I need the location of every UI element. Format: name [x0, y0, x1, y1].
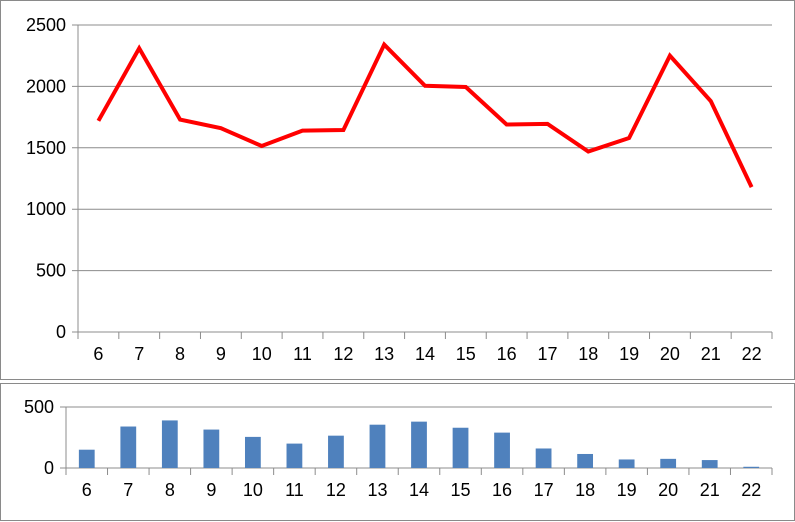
- x-tick-label: 15: [451, 480, 471, 500]
- x-tick-label: 12: [333, 344, 353, 364]
- x-tick-label: 6: [93, 344, 103, 364]
- line-chart-panel: 0 500 1000 1500 2000 2500 6 7 8 9 10 11 12 13 14 15 16 17…: [0, 0, 795, 380]
- x-tick-label: 13: [374, 344, 394, 364]
- bar-chart-panel: 0 500 6 7 8 9 10 11 12 13 14 15 16 17 18 19 20 21 22: [0, 383, 795, 521]
- bar: [162, 420, 178, 468]
- x-tick-label: 19: [617, 480, 637, 500]
- bar: [287, 444, 303, 468]
- bar: [660, 459, 676, 468]
- x-tick-label: 21: [701, 344, 721, 364]
- x-tick-label: 17: [537, 344, 557, 364]
- y-tick-label: 500: [24, 397, 54, 417]
- y-tick-label: 0: [44, 458, 54, 478]
- x-tick-label: 11: [293, 344, 312, 364]
- x-tick-label: 17: [534, 480, 554, 500]
- x-tick-label: 8: [165, 480, 175, 500]
- bar: [370, 425, 386, 468]
- x-tick-label: 18: [578, 344, 598, 364]
- x-tick-label: 8: [175, 344, 185, 364]
- x-tick-label: 11: [285, 480, 304, 500]
- bar: [577, 454, 593, 468]
- x-tick-label: 12: [326, 480, 346, 500]
- x-tick-label: 7: [134, 344, 144, 364]
- x-tick-label: 21: [700, 480, 720, 500]
- x-tick-label: 22: [741, 480, 761, 500]
- bar: [743, 467, 759, 468]
- x-tick-label: 16: [492, 480, 512, 500]
- x-tick-label: 14: [415, 344, 435, 364]
- bar: [453, 428, 469, 468]
- y-tick-label: 1000: [26, 199, 66, 219]
- y-tick-label: 2500: [26, 15, 66, 35]
- y-tick-label: 2000: [26, 76, 66, 96]
- bar: [328, 436, 344, 468]
- bar: [79, 450, 95, 468]
- x-tick-label: 18: [575, 480, 595, 500]
- x-tick-label: 20: [660, 344, 680, 364]
- bar: [494, 433, 510, 468]
- x-tick-label: 10: [252, 344, 272, 364]
- bar: [702, 460, 718, 468]
- x-tick-label: 13: [367, 480, 387, 500]
- x-tick-label: 6: [82, 480, 92, 500]
- line-chart: 0 500 1000 1500 2000 2500 6 7 8 9 10 11 12 13 14 15 16 17…: [1, 1, 795, 381]
- x-tick-label: 9: [206, 480, 216, 500]
- x-tick-label: 19: [619, 344, 639, 364]
- x-tick-label: 9: [216, 344, 226, 364]
- bar: [120, 427, 136, 468]
- x-tick-label: 15: [456, 344, 476, 364]
- bar: [536, 448, 552, 468]
- x-tick-label: 22: [742, 344, 762, 364]
- y-tick-label: 0: [56, 322, 66, 342]
- series-line: [98, 45, 751, 188]
- x-tick-label: 10: [243, 480, 263, 500]
- bar: [203, 430, 219, 468]
- x-tick-label: 16: [497, 344, 517, 364]
- y-tick-label: 500: [36, 261, 66, 281]
- bar: [411, 422, 427, 468]
- bar: [619, 459, 635, 468]
- x-tick-label: 14: [409, 480, 429, 500]
- bar: [245, 437, 261, 468]
- y-tick-label: 1500: [26, 138, 66, 158]
- bar-chart: 0 500 6 7 8 9 10 11 12 13 14 15 16 17 18 19 20 21 22: [1, 384, 795, 522]
- x-tick-label: 20: [658, 480, 678, 500]
- x-tick-label: 7: [123, 480, 133, 500]
